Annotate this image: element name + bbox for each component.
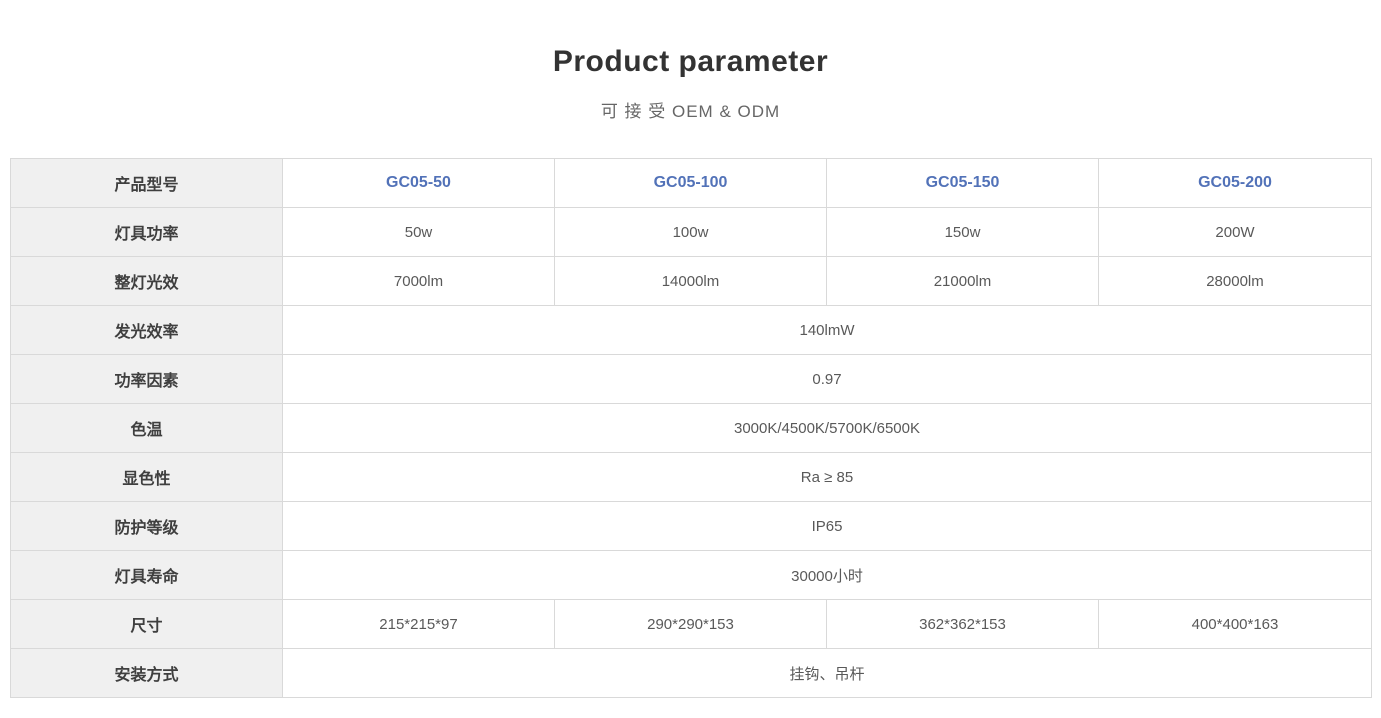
row-label-color-temperature: 色温	[10, 403, 283, 453]
model-cell: GC05-150	[826, 158, 1099, 208]
table-row-protection-rating: 防护等级 IP65	[10, 501, 1372, 551]
value-cell: 50w	[282, 207, 555, 257]
value-cell: 21000lm	[826, 256, 1099, 306]
table-row-luminous-efficiency: 发光效率 140lmW	[10, 305, 1372, 355]
value-cell: 14000lm	[554, 256, 827, 306]
row-label-lamp-power: 灯具功率	[10, 207, 283, 257]
row-label-dimensions: 尺寸	[10, 599, 283, 649]
table-row-lamp-lifespan: 灯具寿命 30000小时	[10, 550, 1372, 600]
model-cell: GC05-200	[1098, 158, 1372, 208]
header: Product parameter 可 接 受 OEM & ODM	[0, 0, 1381, 124]
value-cell: 290*290*153	[554, 599, 827, 649]
span-value-cell: 挂钩、吊杆	[282, 648, 1372, 698]
span-value-cell: 140lmW	[282, 305, 1372, 355]
model-cell: GC05-50	[282, 158, 555, 208]
value-cell: 215*215*97	[282, 599, 555, 649]
table-row-color-temperature: 色温 3000K/4500K/5700K/6500K	[10, 403, 1372, 453]
row-label-luminous-efficiency: 发光效率	[10, 305, 283, 355]
span-value-cell: Ra ≥ 85	[282, 452, 1372, 502]
span-value-cell: IP65	[282, 501, 1372, 551]
value-cell: 200W	[1098, 207, 1372, 257]
model-cell: GC05-100	[554, 158, 827, 208]
page-subtitle: 可 接 受 OEM & ODM	[600, 102, 781, 121]
table-row-lamp-power: 灯具功率 50w 100w 150w 200W	[10, 207, 1372, 257]
table-row-installation-method: 安装方式 挂钩、吊杆	[10, 648, 1372, 698]
row-label-product-model: 产品型号	[10, 158, 283, 208]
page-title: Product parameter	[552, 45, 829, 78]
value-cell: 100w	[554, 207, 827, 257]
span-value-cell: 0.97	[282, 354, 1372, 404]
row-label-color-rendering: 显色性	[10, 452, 283, 502]
value-cell: 400*400*163	[1098, 599, 1372, 649]
value-cell: 28000lm	[1098, 256, 1372, 306]
row-label-protection-rating: 防护等级	[10, 501, 283, 551]
table-row-power-factor: 功率因素 0.97	[10, 354, 1372, 404]
table-row-color-rendering: 显色性 Ra ≥ 85	[10, 452, 1372, 502]
row-label-lamp-lifespan: 灯具寿命	[10, 550, 283, 600]
row-label-installation-method: 安装方式	[10, 648, 283, 698]
product-parameter-table: 产品型号 GC05-50 GC05-100 GC05-150 GC05-200 …	[10, 158, 1372, 698]
table-row-product-model: 产品型号 GC05-50 GC05-100 GC05-150 GC05-200	[10, 158, 1372, 208]
value-cell: 7000lm	[282, 256, 555, 306]
row-label-luminous-flux: 整灯光效	[10, 256, 283, 306]
table-row-dimensions: 尺寸 215*215*97 290*290*153 362*362*153 40…	[10, 599, 1372, 649]
span-value-cell: 3000K/4500K/5700K/6500K	[282, 403, 1372, 453]
span-value-cell: 30000小时	[282, 550, 1372, 600]
value-cell: 362*362*153	[826, 599, 1099, 649]
row-label-power-factor: 功率因素	[10, 354, 283, 404]
table-row-luminous-flux: 整灯光效 7000lm 14000lm 21000lm 28000lm	[10, 256, 1372, 306]
value-cell: 150w	[826, 207, 1099, 257]
